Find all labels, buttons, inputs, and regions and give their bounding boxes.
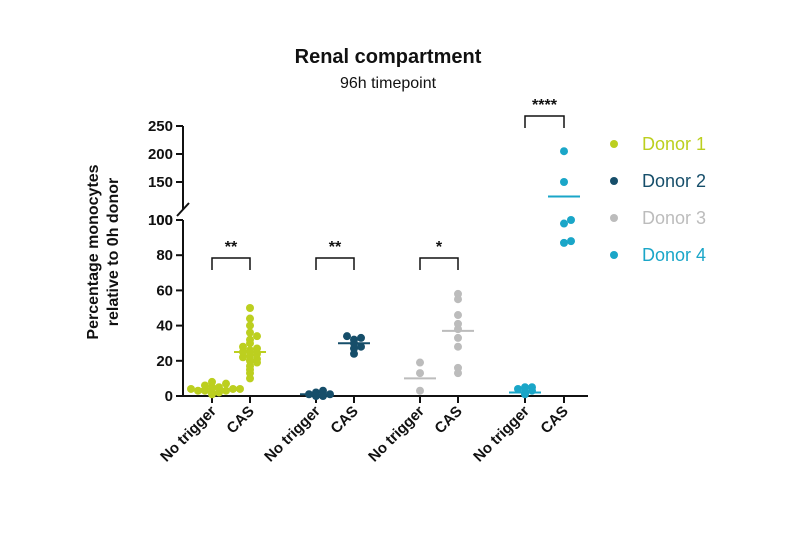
y-tick-label: 250 bbox=[148, 118, 173, 135]
data-point bbox=[343, 332, 351, 341]
data-point bbox=[215, 383, 223, 392]
data-point bbox=[246, 328, 254, 337]
axes bbox=[176, 126, 588, 403]
data-point bbox=[560, 238, 568, 247]
data-point bbox=[350, 335, 358, 344]
data-point bbox=[239, 342, 247, 351]
legend-marker bbox=[610, 177, 618, 185]
y-axis-label-line-1: Percentage monocytes bbox=[85, 164, 102, 339]
x-category-label: CAS bbox=[327, 403, 361, 437]
legend-marker bbox=[610, 251, 618, 259]
significance-label: **** bbox=[532, 97, 558, 114]
data-point bbox=[514, 384, 522, 393]
y-tick-label: 150 bbox=[148, 174, 173, 191]
data-point bbox=[454, 342, 462, 351]
data-points bbox=[187, 147, 575, 400]
data-point bbox=[246, 321, 254, 330]
x-category-label: No trigger bbox=[261, 403, 324, 466]
x-category-label: CAS bbox=[223, 403, 257, 437]
data-point bbox=[194, 386, 202, 395]
data-point bbox=[246, 304, 254, 312]
data-point bbox=[454, 311, 462, 320]
y-tick-label: 0 bbox=[165, 388, 173, 405]
x-category-label: No trigger bbox=[157, 403, 220, 466]
data-point bbox=[528, 383, 536, 392]
data-point bbox=[560, 178, 568, 186]
chart-title: Renal compartment bbox=[295, 46, 482, 68]
significance-bracket bbox=[315, 257, 355, 270]
data-point bbox=[454, 333, 462, 342]
data-point bbox=[560, 147, 568, 156]
data-point bbox=[319, 386, 327, 395]
y-tick-label: 20 bbox=[156, 353, 173, 370]
data-point bbox=[454, 319, 462, 328]
data-point bbox=[246, 335, 254, 344]
data-point bbox=[416, 386, 424, 395]
chart-subtitle: 96h timepoint bbox=[340, 75, 437, 92]
data-point bbox=[222, 379, 230, 388]
y-tick-label: 40 bbox=[156, 318, 173, 335]
x-category-label: No trigger bbox=[470, 403, 533, 466]
significance-brackets: ** ** ***** bbox=[211, 97, 565, 270]
data-point bbox=[236, 384, 244, 393]
significance-bracket bbox=[419, 257, 459, 270]
significance-bracket bbox=[524, 115, 565, 128]
data-point bbox=[246, 314, 254, 323]
data-point bbox=[201, 381, 209, 390]
data-point bbox=[567, 237, 575, 246]
mean-lines bbox=[196, 195, 580, 396]
x-category-label: CAS bbox=[537, 403, 571, 437]
x-categories: No trigger CAS No trigger CAS No trigger CAS N… bbox=[157, 403, 572, 466]
data-point bbox=[416, 358, 424, 367]
axis-break-mark bbox=[176, 202, 190, 217]
y-tick-label: 200 bbox=[148, 146, 173, 163]
x-category-label: CAS bbox=[431, 403, 465, 437]
data-point bbox=[253, 332, 261, 341]
significance-label: * bbox=[436, 239, 443, 256]
y-tick-label: 100 bbox=[148, 212, 173, 229]
data-point bbox=[521, 383, 529, 392]
data-point bbox=[246, 346, 254, 355]
legend-marker bbox=[610, 214, 618, 222]
legend: Donor 1 Donor 2 Donor 3 Donor 4 bbox=[610, 134, 706, 265]
legend-label: Donor 1 bbox=[642, 134, 706, 154]
data-point bbox=[222, 386, 230, 395]
data-point bbox=[229, 384, 237, 393]
data-point bbox=[357, 342, 365, 351]
y-tick-label: 60 bbox=[156, 282, 173, 299]
data-point bbox=[208, 377, 216, 386]
data-point bbox=[560, 219, 568, 228]
significance-bracket bbox=[211, 257, 251, 270]
y-tick-label: 80 bbox=[156, 247, 173, 264]
legend-label: Donor 3 bbox=[642, 208, 706, 228]
data-point bbox=[187, 384, 195, 393]
y-axis-label: Percentage monocytes relative to 0h dono… bbox=[85, 164, 122, 339]
data-point bbox=[312, 388, 320, 397]
significance-label: ** bbox=[225, 239, 238, 256]
data-point bbox=[454, 363, 462, 372]
significance-label: ** bbox=[329, 239, 342, 256]
data-point bbox=[416, 369, 424, 378]
legend-marker bbox=[610, 140, 618, 148]
data-point bbox=[253, 344, 261, 353]
legend-label: Donor 4 bbox=[642, 245, 706, 265]
legend-label: Donor 2 bbox=[642, 171, 706, 191]
data-point bbox=[454, 289, 462, 298]
data-point bbox=[567, 216, 575, 224]
x-category-label: No trigger bbox=[365, 403, 428, 466]
data-point bbox=[357, 333, 365, 342]
y-axis-label-line-2: relative to 0h donor bbox=[105, 178, 122, 326]
y-tick-label: 100 bbox=[148, 212, 173, 229]
